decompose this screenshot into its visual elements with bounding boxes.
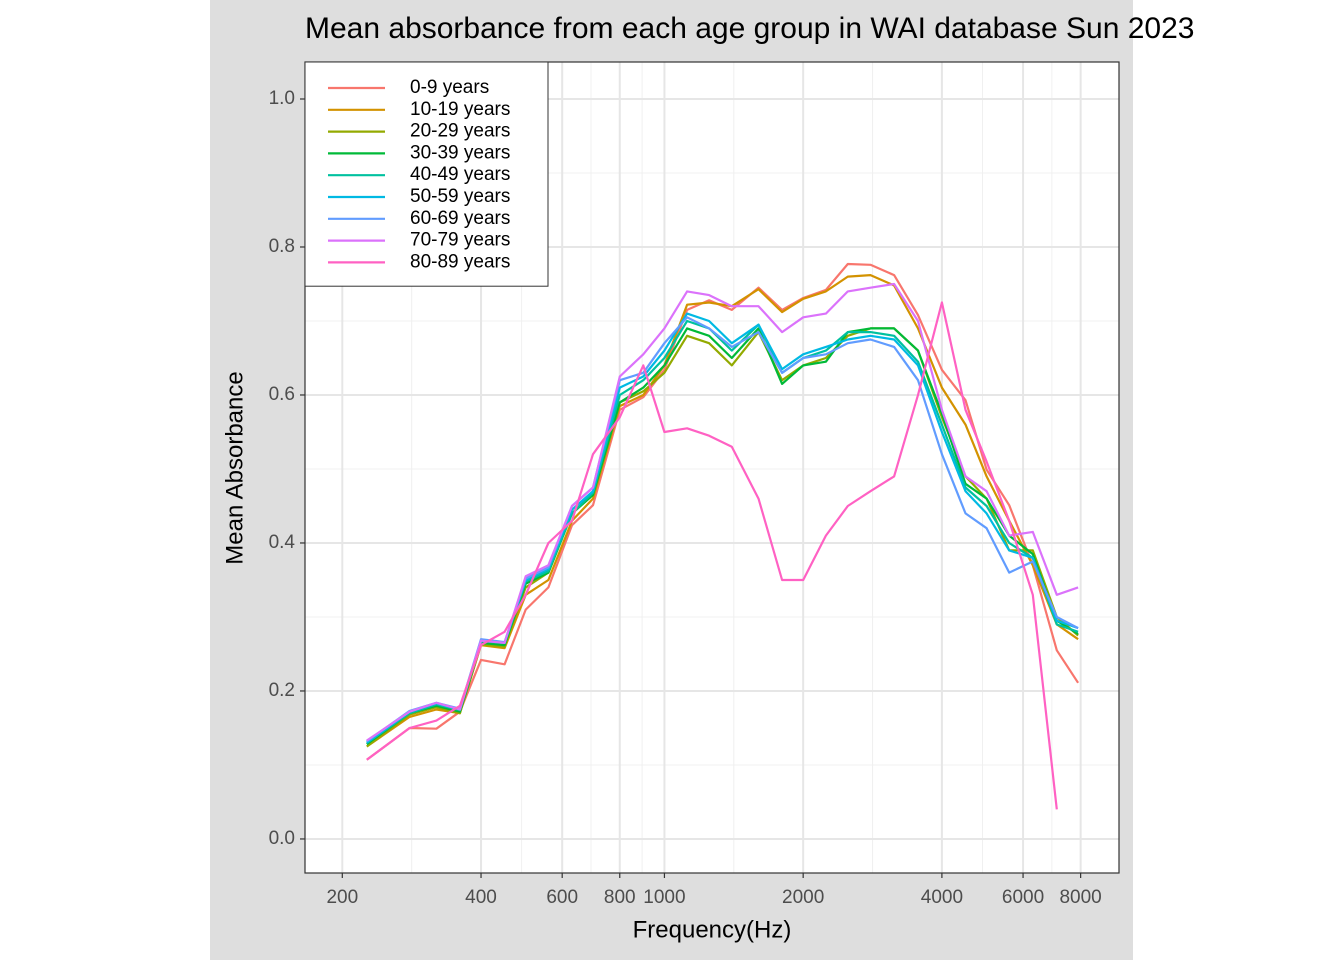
y-tick-label: 0.4 [269,532,296,553]
series-line [366,282,1079,742]
lines [366,262,1080,810]
y-axis-title: Mean Absorbance [221,371,248,564]
x-tick-label: 8000 [1059,887,1101,908]
y-tick-label: 0.6 [269,384,295,405]
legend-label: 60-69 years [410,208,510,229]
legend-label: 30-39 years [410,142,510,163]
series-line [366,301,1058,810]
x-axis-title: Frequency(Hz) [633,916,792,943]
y-tick-label: 1.0 [269,88,295,109]
x-tick-label: 6000 [1002,887,1044,908]
x-tick-label: 400 [465,887,497,908]
legend-label: 10-19 years [410,99,510,120]
series-line [366,262,1080,761]
x-tick-label: 200 [326,887,358,908]
x-tick-label: 2000 [782,887,824,908]
x-tick-label: 800 [604,887,636,908]
x-tick-label: 600 [546,887,578,908]
x-tick-label: 4000 [921,887,963,908]
series-line [366,327,1079,746]
y-tick-label: 0.2 [269,680,295,701]
x-tick-label: 1000 [643,887,685,908]
legend-label: 70-79 years [410,230,510,251]
legend-label: 20-29 years [410,121,510,142]
y-tick-label: 0.8 [269,236,295,257]
chart-title: Mean absorbance from each age group in W… [305,12,1194,45]
y-tick-label: 0.0 [269,828,295,849]
legend-label: 50-59 years [410,186,510,207]
axes: 0.0 0.2 0.4 0.6 0.8 1.0 200 400 600 800 1000 2000 40… [269,88,1102,908]
legend-label: 40-49 years [410,164,510,185]
legend-label: 0-9 years [410,77,489,98]
panel-border [304,61,1120,874]
legend-label: 80-89 years [410,251,510,272]
